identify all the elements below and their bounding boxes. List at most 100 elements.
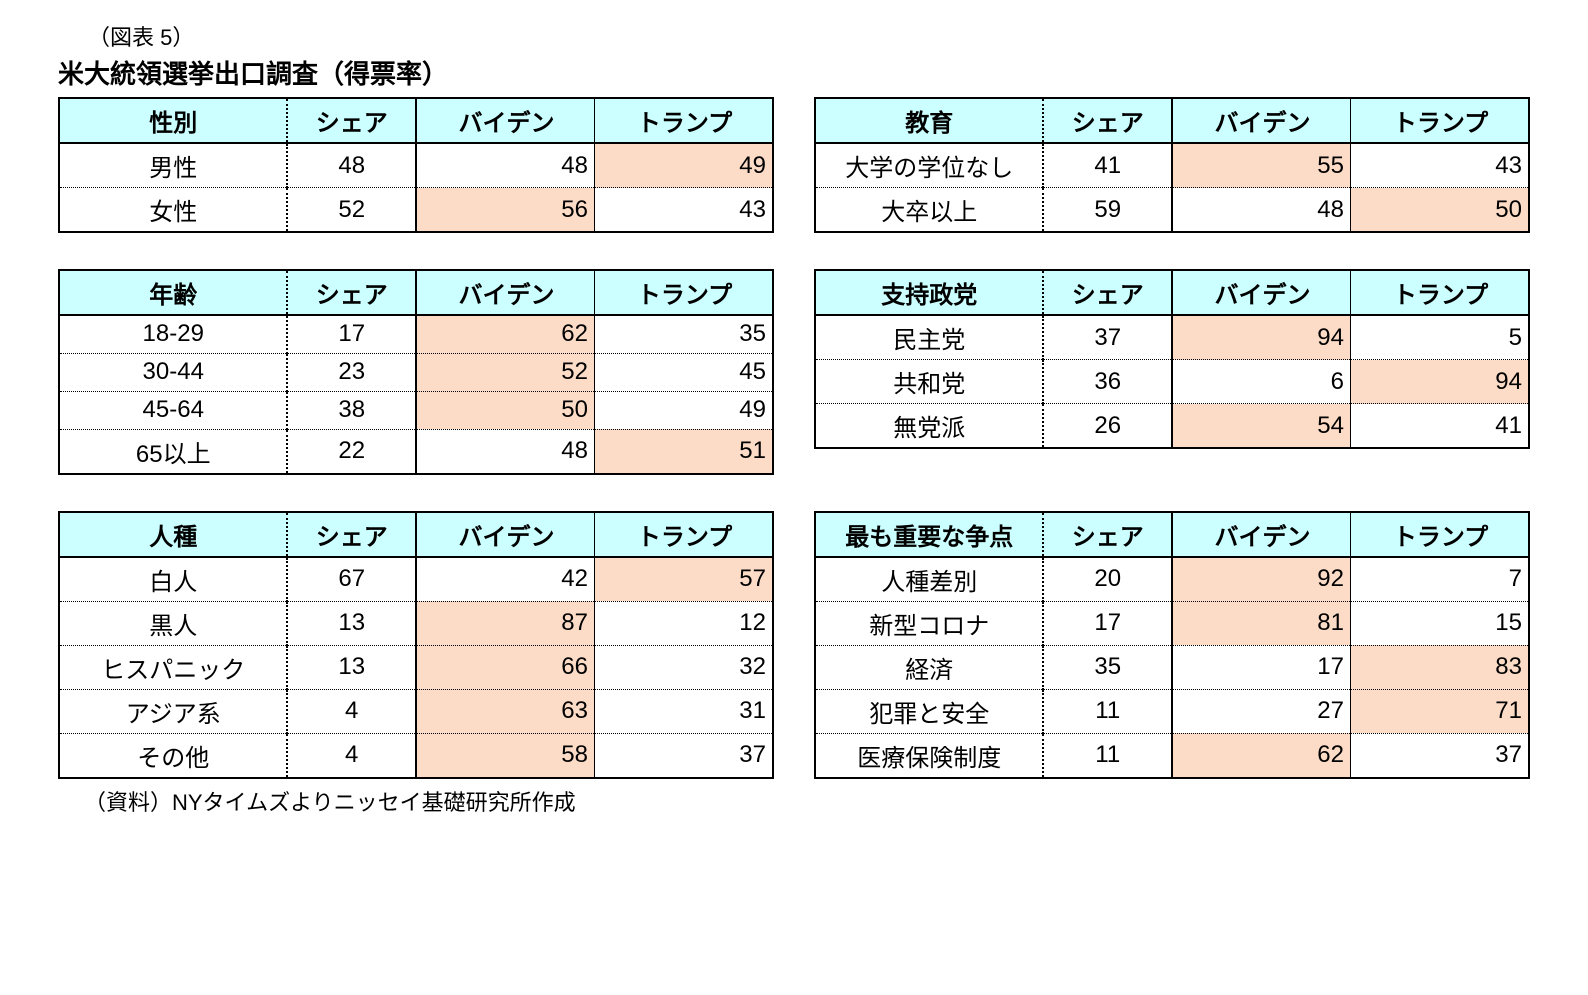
col-heading-category: 人種 [59,512,287,557]
cell-share: 17 [287,315,416,353]
cell-biden: 48 [1172,188,1351,233]
cell-category: 65以上 [59,429,287,474]
col-heading-trump: トランプ [1350,98,1529,143]
tables-grid: 性別シェアバイデントランプ男性484849女性525643教育シェアバイデントラ… [58,97,1530,779]
table-row: 65以上224851 [59,429,773,474]
cell-trump: 41 [1350,404,1529,449]
table-row: 無党派265441 [815,404,1529,449]
cell-share: 11 [1043,733,1172,778]
figure-caption: （図表 5） [88,20,1548,52]
cell-category: 共和党 [815,360,1043,404]
cell-share: 36 [1043,360,1172,404]
cell-category: 人種差別 [815,557,1043,602]
table-row: 犯罪と安全112771 [815,689,1529,733]
cell-biden: 48 [416,429,595,474]
cell-share: 13 [287,601,416,645]
table-row: 人種差別20927 [815,557,1529,602]
table-row: 白人674257 [59,557,773,602]
cell-category: 新型コロナ [815,601,1043,645]
table-row: 30-44235245 [59,353,773,391]
cell-category: 経済 [815,645,1043,689]
col-heading-biden: バイデン [1172,270,1351,315]
col-heading-category: 支持政党 [815,270,1043,315]
col-heading-share: シェア [1043,270,1172,315]
col-heading-category: 年齢 [59,270,287,315]
table-row: 男性484849 [59,143,773,188]
col-heading-share: シェア [287,98,416,143]
cell-category: その他 [59,733,287,778]
source-note: （資料）NYタイムズよりニッセイ基礎研究所作成 [84,785,1548,817]
cell-category: 民主党 [815,315,1043,360]
cell-category: 女性 [59,188,287,233]
col-heading-trump: トランプ [1350,270,1529,315]
table-row: 大学の学位なし415543 [815,143,1529,188]
col-heading-trump: トランプ [594,512,773,557]
cell-biden: 55 [1172,143,1351,188]
cell-share: 13 [287,645,416,689]
col-heading-trump: トランプ [594,270,773,315]
cell-category: 無党派 [815,404,1043,449]
cell-biden: 27 [1172,689,1351,733]
cell-share: 41 [1043,143,1172,188]
table-row: 18-29176235 [59,315,773,353]
cell-trump: 94 [1350,360,1529,404]
cell-biden: 6 [1172,360,1351,404]
table-row: 共和党36694 [815,360,1529,404]
table-row: 黒人138712 [59,601,773,645]
table-row: ヒスパニック136632 [59,645,773,689]
cell-share: 48 [287,143,416,188]
col-heading-share: シェア [1043,98,1172,143]
table-race: 人種シェアバイデントランプ白人674257黒人138712ヒスパニック13663… [58,511,774,779]
cell-category: 45-64 [59,391,287,429]
cell-trump: 5 [1350,315,1529,360]
figure-title: 米大統領選挙出口調査（得票率） [58,54,1548,91]
cell-trump: 57 [594,557,773,602]
cell-trump: 51 [594,429,773,474]
cell-biden: 63 [416,689,595,733]
cell-trump: 15 [1350,601,1529,645]
cell-biden: 52 [416,353,595,391]
cell-share: 4 [287,689,416,733]
table-issue: 最も重要な争点シェアバイデントランプ人種差別20927新型コロナ178115経済… [814,511,1530,779]
cell-biden: 17 [1172,645,1351,689]
cell-biden: 62 [416,315,595,353]
col-heading-share: シェア [287,512,416,557]
col-heading-trump: トランプ [1350,512,1529,557]
cell-share: 52 [287,188,416,233]
cell-trump: 83 [1350,645,1529,689]
table-row: 45-64385049 [59,391,773,429]
cell-biden: 42 [416,557,595,602]
cell-biden: 81 [1172,601,1351,645]
col-heading-trump: トランプ [594,98,773,143]
table-row: 経済351783 [815,645,1529,689]
table-row: 女性525643 [59,188,773,233]
col-heading-share: シェア [1043,512,1172,557]
cell-share: 38 [287,391,416,429]
cell-category: 大卒以上 [815,188,1043,233]
cell-share: 37 [1043,315,1172,360]
cell-biden: 94 [1172,315,1351,360]
cell-trump: 50 [1350,188,1529,233]
cell-trump: 43 [594,188,773,233]
cell-trump: 49 [594,391,773,429]
table-age: 年齢シェアバイデントランプ18-2917623530-4423524545-64… [58,269,774,475]
cell-share: 11 [1043,689,1172,733]
cell-trump: 12 [594,601,773,645]
cell-biden: 87 [416,601,595,645]
cell-category: 男性 [59,143,287,188]
cell-share: 59 [1043,188,1172,233]
table-row: アジア系46331 [59,689,773,733]
cell-category: 30-44 [59,353,287,391]
cell-biden: 54 [1172,404,1351,449]
col-heading-biden: バイデン [1172,512,1351,557]
cell-biden: 92 [1172,557,1351,602]
table-row: 民主党37945 [815,315,1529,360]
cell-share: 67 [287,557,416,602]
table-gender: 性別シェアバイデントランプ男性484849女性525643 [58,97,774,233]
table-party: 支持政党シェアバイデントランプ民主党37945共和党36694無党派265441 [814,269,1530,449]
cell-category: 18-29 [59,315,287,353]
cell-trump: 49 [594,143,773,188]
table-education: 教育シェアバイデントランプ大学の学位なし415543大卒以上594850 [814,97,1530,233]
cell-trump: 37 [1350,733,1529,778]
col-heading-biden: バイデン [1172,98,1351,143]
